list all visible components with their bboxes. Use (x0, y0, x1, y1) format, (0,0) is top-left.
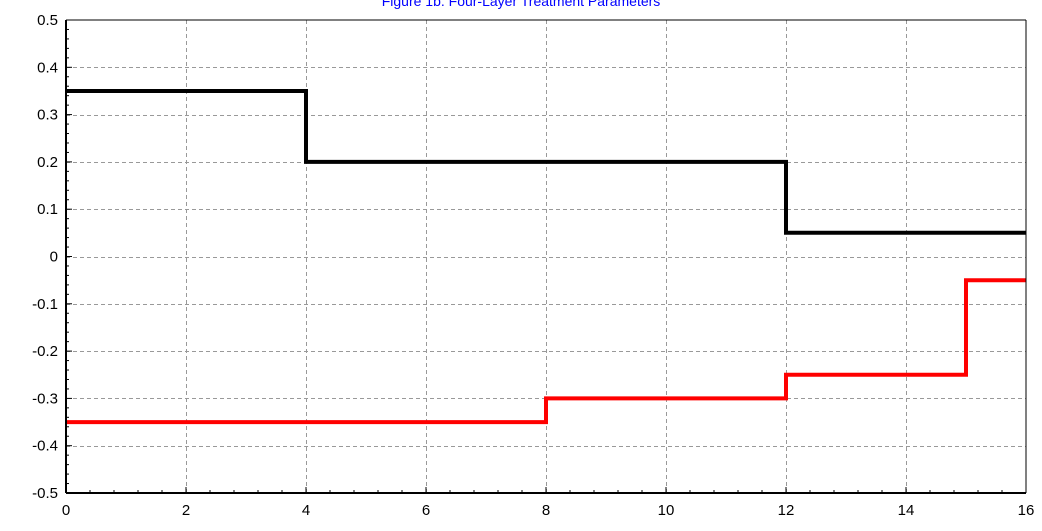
y-tick-labels: 0.5 0.4 0.3 0.2 0.1 0 -0.1 -0.2 -0.3 -0.4 -0.5 (32, 12, 58, 502)
y-tick-label: 0.5 (37, 12, 58, 29)
x-tick-label: 2 (182, 502, 190, 519)
x-tick-label: 12 (778, 502, 795, 519)
y-tick-label: 0 (50, 249, 58, 266)
x-tick-label: 16 (1018, 502, 1035, 519)
y-tick-label: -0.4 (32, 438, 58, 455)
y-tick-label: -0.3 (32, 390, 58, 407)
y-tick-label: -0.5 (32, 485, 58, 502)
y-tick-label: -0.2 (32, 343, 58, 360)
y-tick-label: 0.4 (37, 59, 58, 76)
x-tick-label: 4 (302, 502, 310, 519)
y-tick-label: -0.1 (32, 296, 58, 313)
y-tick-label: 0.2 (37, 154, 58, 171)
axes (65, 19, 1027, 494)
x-tick-label: 14 (898, 502, 915, 519)
y-tick-label: 0.3 (37, 107, 58, 124)
x-tick-label: 10 (658, 502, 675, 519)
series-line-1 (66, 89, 1026, 235)
x-tick-labels: 0 2 4 6 8 10 12 14 16 (62, 502, 1035, 519)
x-tick-label: 6 (422, 502, 430, 519)
chart-title: Figure 1b. Four-Layer Treatment Paramete… (382, 0, 661, 9)
x-tick-label: 8 (542, 502, 550, 519)
series-group (66, 89, 1026, 425)
x-tick-label: 0 (62, 502, 70, 519)
series-line-2 (66, 278, 1026, 425)
y-tick-label: 0.1 (37, 201, 58, 218)
